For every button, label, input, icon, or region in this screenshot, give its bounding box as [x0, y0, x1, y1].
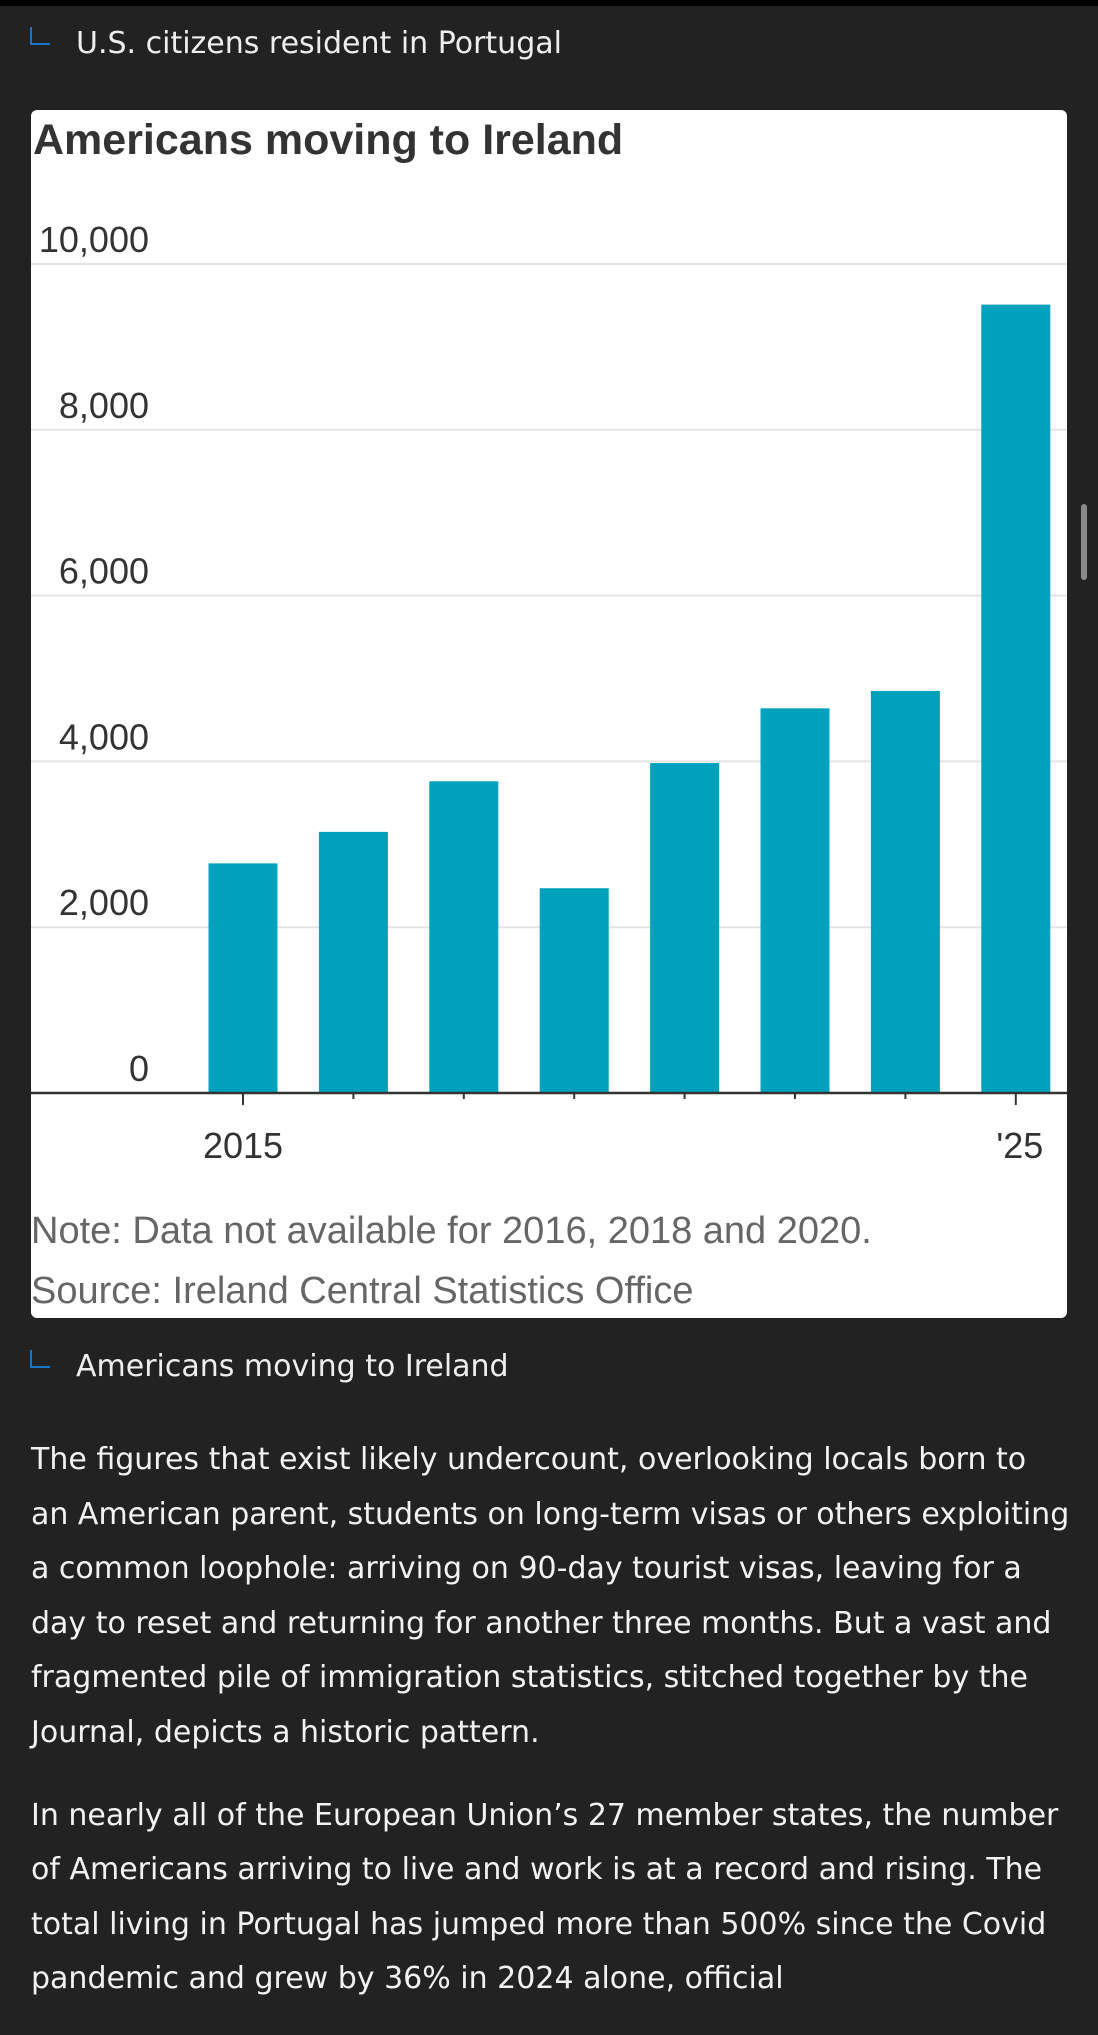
- caption-corner-icon: [30, 1350, 50, 1368]
- bar-2025: [981, 304, 1051, 1094]
- bar-2017: [318, 831, 388, 1093]
- y-tick-label: 8,000: [59, 385, 149, 426]
- article-body: The figures that exist likely undercount…: [31, 1433, 1071, 2035]
- x-tick-label: '25: [996, 1125, 1043, 1166]
- paragraph: In nearly all of the European Union’s 27…: [31, 1797, 1059, 1997]
- caption-ireland: Americans moving to Ireland: [30, 1346, 509, 1386]
- bar-2015: [208, 863, 278, 1093]
- bar-2021: [539, 888, 609, 1093]
- chart-note: Note: Data not available for 2016, 2018 …: [31, 1210, 872, 1252]
- chart-source: Source: Ireland Central Statistics Offic…: [31, 1270, 694, 1312]
- bar-chart: 0 2,000 4,000 6,000 8,000 10,000 2015 '25: [31, 219, 1067, 1166]
- y-tick-label: 6,000: [59, 551, 149, 592]
- bar-2023: [760, 708, 830, 1093]
- caption-corner-icon: [30, 27, 50, 45]
- status-bar: [0, 0, 1098, 6]
- caption-text: U.S. citizens resident in Portugal: [76, 25, 562, 61]
- caption-portugal: U.S. citizens resident in Portugal: [30, 23, 562, 63]
- chart-card: Americans moving to Ireland 0 2,000 4,000 6…: [31, 110, 1067, 1318]
- caption-text: Americans moving to Ireland: [76, 1348, 509, 1384]
- scrollbar[interactable]: [1081, 504, 1087, 580]
- x-tick-label: 2015: [203, 1125, 283, 1166]
- y-tick-label: 0: [129, 1048, 149, 1089]
- bar-2024: [870, 690, 940, 1093]
- y-tick-label: 10,000: [39, 219, 149, 260]
- bar-2022: [650, 763, 720, 1093]
- paragraph: The figures that exist likely undercount…: [31, 1442, 1070, 1750]
- y-tick-label: 2,000: [59, 882, 149, 923]
- bar-2019: [429, 781, 499, 1093]
- chart-title: Americans moving to Ireland: [33, 116, 624, 164]
- y-tick-label: 4,000: [59, 716, 149, 757]
